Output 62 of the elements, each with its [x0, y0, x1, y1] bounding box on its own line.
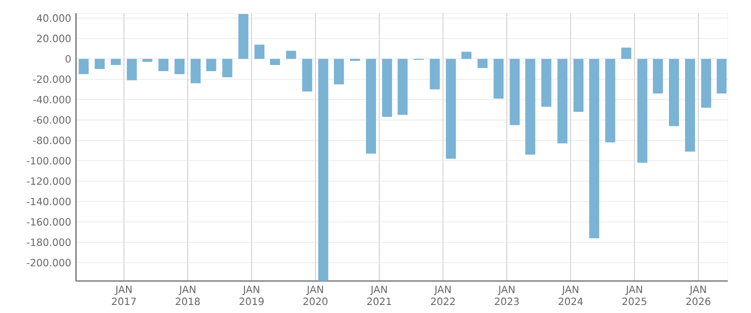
bar	[158, 58, 168, 72]
bar	[270, 58, 280, 65]
x-tick-label: JAN 2024	[558, 286, 583, 306]
bar	[510, 58, 520, 126]
bar	[557, 58, 568, 144]
bar	[334, 58, 344, 84]
y-tick-label: -100.000	[26, 156, 71, 165]
bar	[110, 58, 121, 65]
bar	[126, 58, 137, 80]
x-tick-label: JAN 2017	[112, 286, 136, 306]
x-tick-label: JAN 2019	[240, 286, 264, 306]
y-tick-label: -20.000	[33, 75, 71, 84]
bar	[286, 50, 296, 59]
bar	[430, 58, 440, 90]
bar	[668, 58, 679, 126]
x-tick-label: JAN 2018	[176, 286, 200, 306]
bar	[222, 58, 232, 78]
bar	[446, 58, 456, 159]
y-tick-label: -140.000	[26, 198, 71, 206]
x-tick-label: JAN 2023	[494, 286, 519, 306]
bar	[701, 58, 712, 108]
y-tick-label: -80.000	[33, 136, 71, 144]
y-tick-label: -160.000	[26, 218, 71, 226]
bar	[652, 58, 663, 94]
bar	[238, 14, 248, 59]
bar	[637, 58, 648, 163]
bar	[206, 58, 216, 72]
bar	[478, 58, 488, 68]
x-tick-label: JAN 2022	[431, 286, 455, 306]
bar	[382, 58, 392, 117]
y-tick-label: -180.000	[26, 238, 71, 246]
y-tick-label: -120.000	[26, 177, 71, 185]
bar	[190, 58, 201, 84]
bar	[605, 58, 616, 142]
y-tick-label: -40.000	[33, 96, 71, 104]
bar	[461, 52, 472, 59]
bar	[318, 58, 328, 281]
bar	[716, 58, 727, 94]
bar	[525, 58, 536, 155]
x-tick-label: JAN 2026	[686, 286, 710, 306]
bar	[398, 58, 408, 115]
y-tick-label: 20.000	[37, 34, 71, 42]
bar	[78, 58, 89, 74]
y-tick-label: 40.000	[36, 14, 71, 22]
bar	[302, 58, 312, 92]
bar	[621, 48, 632, 59]
x-tick-label: JAN 2025	[622, 286, 646, 306]
bar	[589, 58, 600, 238]
bar	[494, 58, 504, 99]
y-tick-label: -200.000	[26, 258, 71, 266]
bar	[541, 58, 552, 107]
bar	[254, 44, 264, 59]
bar	[174, 58, 185, 74]
x-tick-label: JAN 2020	[303, 286, 328, 306]
x-tick-label: JAN 2021	[367, 286, 391, 306]
bar	[573, 58, 584, 112]
y-tick-label: 0	[66, 55, 71, 63]
bar	[142, 58, 152, 62]
bar	[366, 58, 376, 154]
bar	[685, 58, 696, 152]
bar	[94, 58, 105, 70]
y-tick-label: -60.000	[33, 116, 71, 124]
